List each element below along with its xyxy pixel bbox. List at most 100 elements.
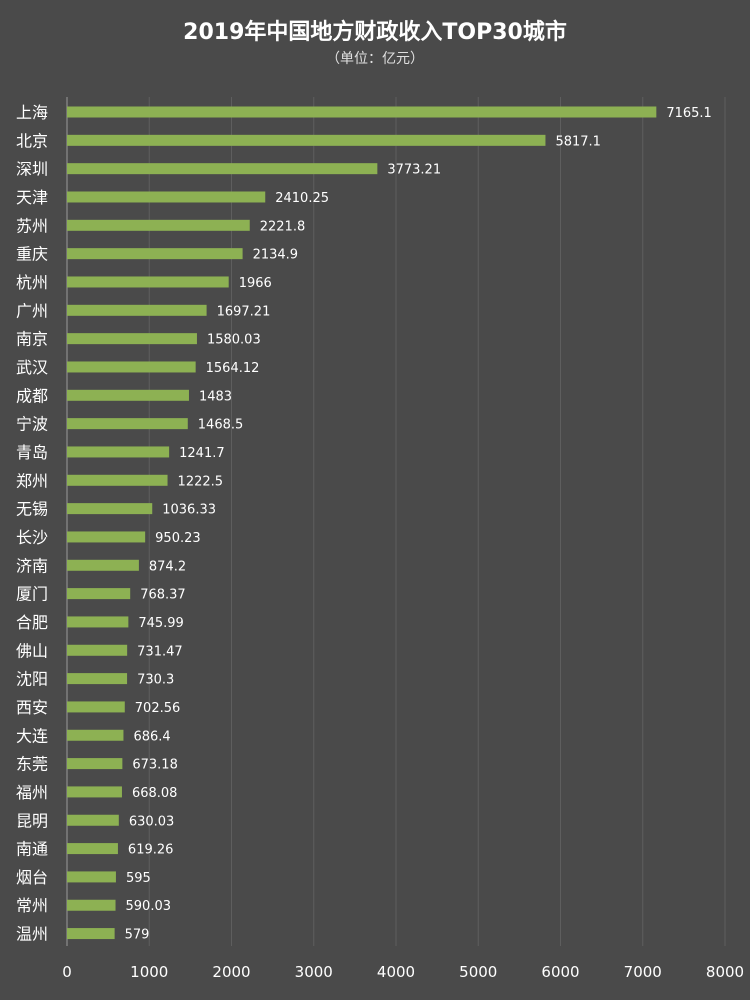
bar xyxy=(67,644,128,656)
category-label: 昆明 xyxy=(16,811,48,830)
data-label: 731.47 xyxy=(137,644,183,659)
bar xyxy=(67,729,124,741)
category-label: 青岛 xyxy=(16,443,48,462)
data-label: 950.23 xyxy=(155,531,201,546)
bar xyxy=(67,474,168,486)
data-label: 7165.1 xyxy=(666,106,712,121)
x-tick-label: 4000 xyxy=(377,963,415,981)
bar xyxy=(67,163,378,175)
data-label: 590.03 xyxy=(126,899,172,914)
x-tick-label: 2000 xyxy=(212,963,250,981)
bar xyxy=(67,361,196,373)
data-label: 874.2 xyxy=(149,559,186,574)
category-label: 济南 xyxy=(16,556,48,575)
bar xyxy=(67,191,266,203)
bar xyxy=(67,588,131,600)
category-label: 合肥 xyxy=(16,613,48,632)
data-label: 686.4 xyxy=(133,729,170,744)
bar xyxy=(67,899,116,911)
category-label: 厦门 xyxy=(16,585,48,604)
category-label: 大连 xyxy=(16,726,48,745)
x-tick-label: 7000 xyxy=(624,963,662,981)
chart-title: 2019年中国地方财政收入TOP30城市 xyxy=(183,20,567,45)
x-tick-label: 8000 xyxy=(706,963,744,981)
data-label: 730.3 xyxy=(137,673,174,688)
data-label: 702.56 xyxy=(135,701,181,716)
category-label: 福州 xyxy=(16,783,48,802)
bar xyxy=(67,673,128,685)
gridlines xyxy=(66,97,726,946)
data-label: 768.37 xyxy=(140,588,186,603)
data-label: 1036.33 xyxy=(162,503,216,518)
category-label: 无锡 xyxy=(16,500,48,519)
bar xyxy=(67,248,243,260)
labels: 0 1000 2000 3000 4000 5000 6000 7000 8000 上海 7165.… xyxy=(16,103,744,981)
category-label: 郑州 xyxy=(16,471,48,490)
category-label: 沈阳 xyxy=(16,670,48,689)
bar xyxy=(67,134,546,146)
bar xyxy=(67,559,139,571)
bar xyxy=(67,928,115,940)
category-label: 武汉 xyxy=(16,358,48,377)
category-label: 广州 xyxy=(16,301,48,320)
data-label: 619.26 xyxy=(128,843,174,858)
bar xyxy=(67,531,146,543)
data-label: 1222.5 xyxy=(178,474,224,489)
x-tick-label: 1000 xyxy=(130,963,168,981)
data-label: 1580.03 xyxy=(207,333,261,348)
x-tick-label: 3000 xyxy=(295,963,333,981)
data-label: 2410.25 xyxy=(275,191,329,206)
data-label: 595 xyxy=(126,871,151,886)
category-label: 上海 xyxy=(16,103,48,122)
category-label: 深圳 xyxy=(16,160,48,179)
bar xyxy=(67,786,122,798)
bar xyxy=(67,446,170,458)
category-label: 西安 xyxy=(16,698,48,717)
bar xyxy=(67,304,207,316)
category-label: 天津 xyxy=(16,188,48,207)
chart-subtitle: （单位：亿元） xyxy=(326,51,424,67)
bar xyxy=(67,276,229,288)
category-label: 北京 xyxy=(16,131,48,150)
data-label: 1966 xyxy=(239,276,272,291)
data-label: 673.18 xyxy=(132,758,178,773)
data-label: 2134.9 xyxy=(253,248,299,263)
bar xyxy=(67,503,153,515)
category-label: 南通 xyxy=(16,840,48,859)
category-label: 长沙 xyxy=(16,528,48,547)
data-label: 668.08 xyxy=(132,786,178,801)
bar xyxy=(67,843,118,855)
data-label: 5817.1 xyxy=(555,134,601,149)
data-label: 2221.8 xyxy=(260,219,306,234)
category-label: 烟台 xyxy=(16,868,48,887)
data-label: 3773.21 xyxy=(387,163,441,178)
bar xyxy=(67,814,119,826)
category-label: 苏州 xyxy=(16,216,48,235)
category-label: 常州 xyxy=(16,896,48,915)
category-label: 成都 xyxy=(16,386,48,405)
category-label: 佛山 xyxy=(16,641,48,660)
x-tick-label: 5000 xyxy=(459,963,497,981)
data-label: 630.03 xyxy=(129,814,175,829)
data-label: 1564.12 xyxy=(206,361,260,376)
bar xyxy=(67,871,116,883)
x-tick-label: 0 xyxy=(62,963,72,981)
data-label: 1241.7 xyxy=(179,446,225,461)
bar xyxy=(67,758,123,770)
category-label: 温州 xyxy=(16,925,48,944)
data-label: 745.99 xyxy=(138,616,184,631)
bar xyxy=(67,418,188,430)
bar xyxy=(67,389,189,401)
bar xyxy=(67,219,250,231)
x-tick-label: 6000 xyxy=(541,963,579,981)
bar xyxy=(67,333,197,345)
bar xyxy=(67,701,125,713)
bar xyxy=(67,106,657,118)
data-label: 1697.21 xyxy=(217,304,271,319)
bars xyxy=(67,106,657,940)
data-label: 1483 xyxy=(199,389,232,404)
data-label: 579 xyxy=(125,928,150,943)
category-label: 宁波 xyxy=(16,415,48,434)
bar xyxy=(67,616,129,628)
